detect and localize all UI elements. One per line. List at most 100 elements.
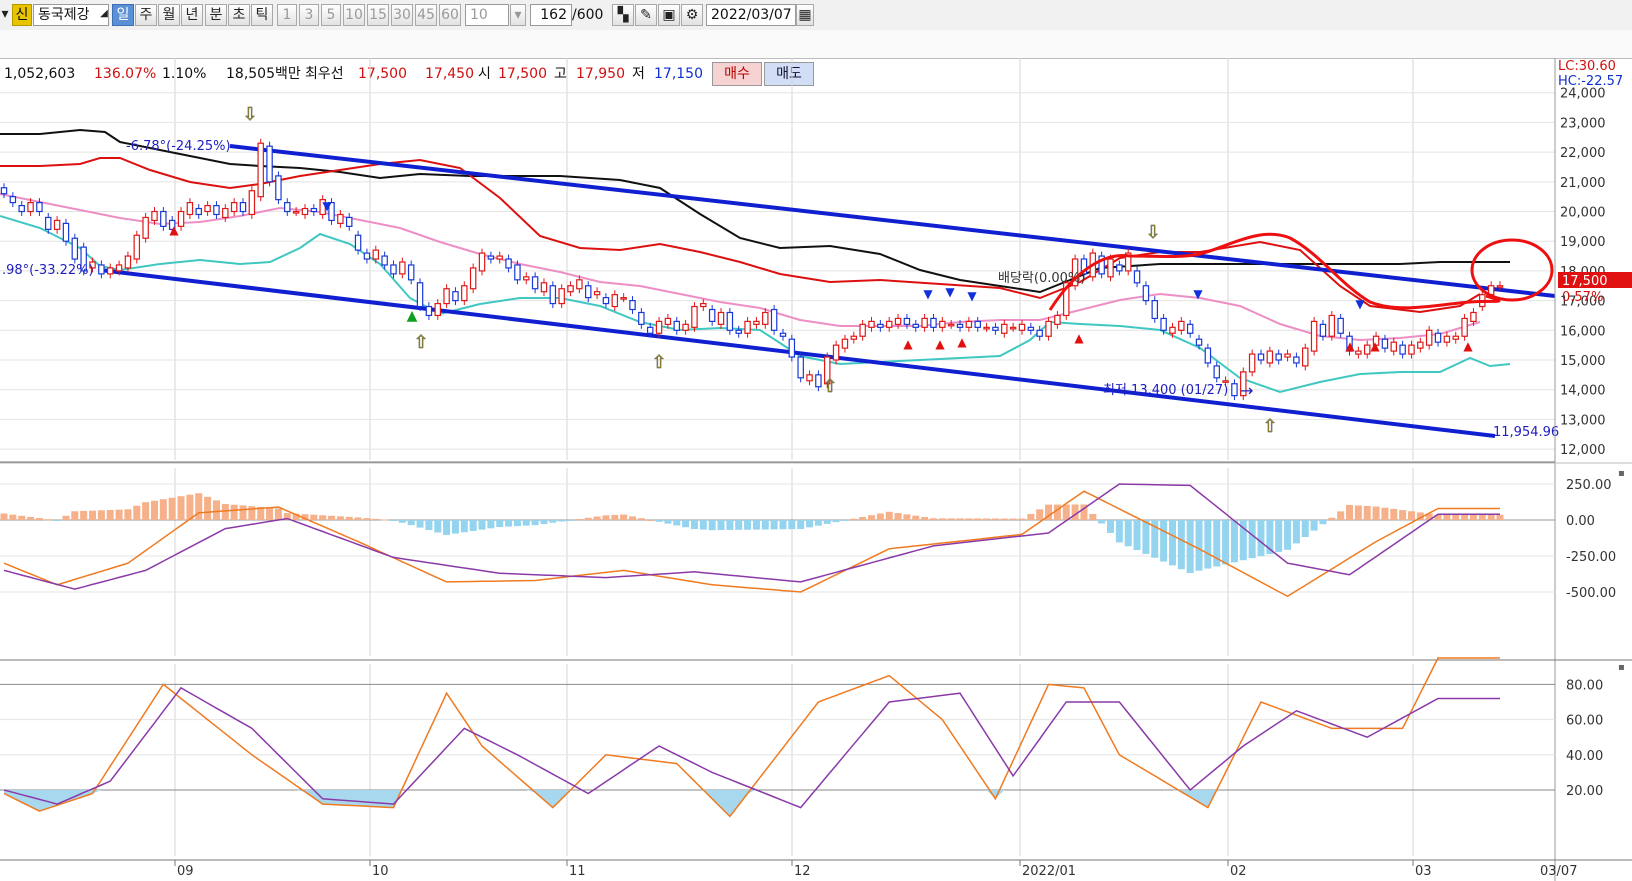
interval-button[interactable]: 1	[277, 4, 297, 26]
arrow-up-icon: ⇧	[1262, 416, 1277, 437]
sell-signal-icon: ▼	[1355, 297, 1365, 311]
period-day-button[interactable]: 일	[112, 4, 134, 26]
candle-body	[452, 291, 459, 302]
macd-histogram-bar	[779, 520, 787, 530]
macd-histogram-bar	[1363, 506, 1371, 520]
stock-chart[interactable]: ⇩ ⇩ ⇧ ⇧ ⇧ ⇧ ▲ ▲ ▲ ▲ ▲ ▲ ▲ ▲ ▲ ▼ ▼ ▼ ▼ ▼	[0, 58, 1632, 881]
period-week-button[interactable]: 주	[135, 4, 157, 26]
draw-tools-icon[interactable]: ✎	[635, 4, 657, 26]
candle-body	[567, 285, 574, 293]
arrow-down-icon: ⇩	[1145, 222, 1160, 243]
macd-histogram-bar	[1142, 520, 1150, 554]
price-axis: LC:30.60 HC:-22.57 24,000 23,000 22,000 21,…	[1554, 58, 1632, 881]
interval-button[interactable]: 3	[299, 4, 319, 26]
interval-button[interactable]: 15	[367, 4, 389, 26]
macd-histogram-bar	[1248, 520, 1256, 559]
candle-body	[700, 302, 707, 308]
macd-histogram-bar	[1186, 520, 1194, 574]
candle-body	[629, 300, 636, 311]
period-tick-button[interactable]: 틱	[251, 4, 273, 26]
price-tick-label: 13,000	[1560, 413, 1606, 428]
candle-body	[1257, 353, 1265, 361]
macd-histogram-bar	[1151, 520, 1159, 558]
interval-button[interactable]: 5	[321, 4, 341, 26]
macd-histogram-bar	[1372, 506, 1380, 520]
candle-body	[1443, 335, 1451, 343]
panel-collapse-icon[interactable]: ▪	[1618, 662, 1625, 673]
date-tick-label: 12	[794, 864, 811, 879]
interval-button[interactable]: 60	[439, 4, 461, 26]
arrow-up-icon: ⇧	[822, 376, 837, 397]
candle-body	[0, 187, 8, 195]
candle-body	[1160, 317, 1167, 331]
stochastic-panel: 80.00 60.00 40.00 20.00 ▪	[0, 657, 1625, 856]
macd-histogram-bar	[1496, 514, 1504, 520]
macd-histogram-bar	[363, 518, 371, 520]
date-tick-label: 03/07	[1540, 864, 1577, 879]
period-month-button[interactable]: 월	[158, 4, 180, 26]
calendar-icon[interactable]: ▦	[796, 4, 814, 26]
interval-button[interactable]: 30	[391, 4, 413, 26]
interval-button[interactable]: 45	[415, 4, 437, 26]
candle-body	[983, 326, 990, 330]
date-tick-label: 03	[1415, 864, 1432, 879]
macd-histogram-bar	[1390, 508, 1398, 520]
period-second-button[interactable]: 초	[228, 4, 250, 26]
sell-button[interactable]: 매도	[764, 62, 814, 86]
candle-body	[691, 305, 698, 328]
candle-body	[363, 252, 371, 260]
gear-icon[interactable]: ⚙	[681, 4, 703, 26]
macd-histogram-bar	[620, 514, 628, 520]
macd-histogram-bar	[1301, 520, 1309, 537]
price-tick-label: 23,000	[1560, 116, 1606, 131]
macd-histogram-bar	[912, 515, 920, 520]
candle-body	[496, 255, 503, 260]
panel-collapse-icon[interactable]: ▪	[1618, 468, 1625, 479]
period-minute-button[interactable]: 분	[205, 4, 227, 26]
buy-button[interactable]: 매수	[712, 62, 762, 86]
price-annotations: -6.78°(-24.25%) .98°(-33.22%) 11,954.96 …	[2, 139, 1559, 440]
macd-histogram-bar	[257, 506, 265, 520]
macd-histogram-bar	[611, 514, 619, 520]
macd-histogram-bar	[469, 520, 477, 531]
candle-body	[1452, 335, 1459, 340]
macd-panel: 250.00 0.00 -250.00 -500.00 ▪	[0, 468, 1625, 656]
macd-histogram-bar	[637, 518, 645, 520]
interval-button[interactable]: 10	[343, 4, 365, 26]
macd-tick-labels: 250.00 0.00 -250.00 -500.00	[1566, 478, 1616, 601]
candle-body	[284, 202, 291, 213]
candle-body	[1337, 317, 1344, 334]
candle-body	[815, 374, 822, 388]
buy-signal-icon: ▲	[903, 337, 913, 351]
candle-body	[1319, 323, 1327, 337]
date-field[interactable]: 2022/03/07	[706, 4, 796, 26]
save-icon[interactable]: ▣	[658, 4, 680, 26]
high-label: 고	[554, 66, 567, 82]
candle-body	[18, 204, 25, 213]
candle-body	[655, 320, 663, 334]
menu-dropdown-icon[interactable]: ▾	[1, 6, 9, 22]
stock-name-field[interactable]: 동국제강	[33, 4, 109, 26]
chart-tools-icon[interactable]: ▚	[612, 4, 634, 26]
channel-upper-line	[229, 144, 1556, 298]
data-count-input[interactable]: 162	[530, 4, 572, 26]
macd-histogram-bar	[956, 518, 964, 520]
candle-body	[1133, 270, 1141, 284]
candle-body	[328, 202, 335, 222]
lc-label: LC:30.60	[1558, 59, 1616, 74]
sell-signal-icon: ▼	[322, 199, 332, 213]
candle-body	[1054, 314, 1061, 325]
candle-body	[71, 237, 79, 260]
macd-histogram-bar	[1071, 504, 1079, 520]
candle-body	[602, 297, 610, 305]
macd-histogram-bar	[735, 520, 743, 530]
period-year-button[interactable]: 년	[181, 4, 203, 26]
date-tick-label: 02	[1230, 864, 1247, 879]
stock-search-chevron-icon[interactable]: ◢	[100, 8, 108, 19]
candle-body	[1178, 320, 1185, 331]
custom-interval-input[interactable]: 10	[465, 4, 509, 26]
interval-dropdown-icon[interactable]: ▾	[510, 4, 526, 26]
macd-histogram-bar	[549, 520, 557, 523]
candle-body	[1116, 264, 1123, 272]
candle-body	[168, 219, 176, 230]
